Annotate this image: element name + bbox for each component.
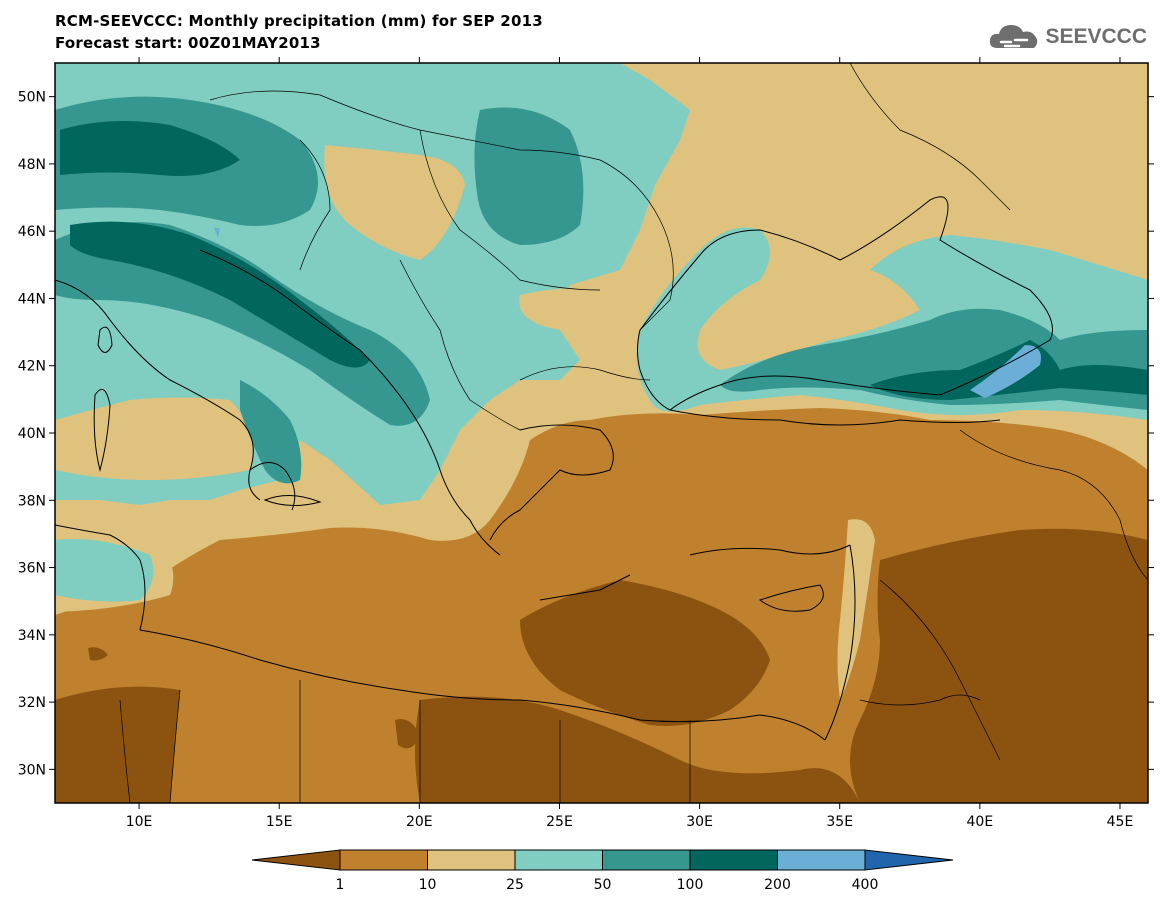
lon-tick-label: 45E bbox=[1107, 814, 1134, 830]
field-below-1-libya bbox=[395, 719, 420, 749]
lon-tick-label: 15E bbox=[266, 814, 293, 830]
lat-tick-label: 46N bbox=[18, 224, 46, 240]
longitude-axis: 10E 15E 20E 25E 30E 35E 40E 45E bbox=[126, 57, 1134, 830]
forecast-start-label: Forecast start: 00Z01MAY2013 bbox=[55, 34, 321, 52]
lat-tick-label: 42N bbox=[18, 359, 46, 375]
colorbar-segment bbox=[339, 849, 428, 871]
lat-tick-label: 48N bbox=[18, 157, 46, 173]
colorbar-segment bbox=[689, 849, 778, 871]
field-10-25-levant bbox=[837, 519, 875, 700]
colorbar-segment bbox=[427, 849, 516, 871]
field-below-1-egypt bbox=[520, 580, 770, 726]
lat-tick-label: 40N bbox=[18, 426, 46, 442]
field-200-400-alps bbox=[214, 228, 220, 238]
lat-tick-label: 38N bbox=[18, 493, 46, 509]
field-100-200-adriatic bbox=[70, 221, 370, 368]
lat-tick-label: 50N bbox=[18, 90, 46, 106]
colorbar-label: 25 bbox=[506, 877, 524, 893]
field-50-100-carpathians bbox=[474, 107, 584, 245]
colorbar-arrow-low bbox=[251, 849, 341, 871]
field-10-25-pannonia bbox=[324, 145, 465, 260]
lat-tick-label: 36N bbox=[18, 561, 46, 577]
logo-text: SEEVCCC bbox=[1045, 25, 1147, 48]
latitude-axis: 50N 48N 46N 44N 42N 40N 38N 36N 34N 32N 30N bbox=[18, 90, 1154, 778]
lat-tick-label: 32N bbox=[18, 695, 46, 711]
field-below-1-spot bbox=[88, 647, 108, 661]
precipitation-colorbar: 1 10 25 50 100 200 400 bbox=[251, 849, 954, 893]
lat-tick-label: 34N bbox=[18, 628, 46, 644]
colorbar-label: 100 bbox=[677, 877, 704, 893]
field-below-1-sahara bbox=[415, 696, 860, 803]
colorbar-segment bbox=[602, 849, 691, 871]
lon-tick-label: 25E bbox=[546, 814, 573, 830]
lat-tick-label: 30N bbox=[18, 762, 46, 778]
colorbar-segment bbox=[514, 849, 603, 871]
colorbar-label: 1 bbox=[336, 877, 345, 893]
colorbar-label: 200 bbox=[764, 877, 791, 893]
coastlines bbox=[55, 196, 1053, 741]
colorbar-arrow-high bbox=[864, 849, 954, 871]
lon-tick-label: 30E bbox=[686, 814, 713, 830]
map-title: RCM-SEEVCCC: Monthly precipitation (mm) … bbox=[55, 12, 543, 30]
field-10-25-romania bbox=[519, 288, 650, 332]
seevccc-logo: SEEVCCC bbox=[987, 20, 1147, 54]
lon-tick-label: 40E bbox=[967, 814, 994, 830]
field-below-1-north-africa bbox=[55, 686, 180, 803]
field-10-25-italy-west bbox=[55, 397, 253, 480]
colorbar-label: 50 bbox=[594, 877, 612, 893]
field-200-400-caucasus bbox=[970, 345, 1041, 398]
colorbar-label: 10 bbox=[419, 877, 437, 893]
lon-tick-label: 10E bbox=[126, 814, 153, 830]
lon-tick-label: 35E bbox=[826, 814, 853, 830]
field-50-100-calabria bbox=[240, 380, 302, 484]
lon-tick-label: 20E bbox=[406, 814, 433, 830]
field-50-100-dinaric bbox=[55, 222, 430, 426]
precipitation-fields bbox=[55, 63, 1148, 803]
colorbar-segment bbox=[777, 849, 866, 871]
colorbar-label: 400 bbox=[852, 877, 879, 893]
field-25-50-tunisia bbox=[55, 539, 154, 602]
lat-tick-label: 44N bbox=[18, 291, 46, 307]
field-100-200-alps bbox=[60, 121, 240, 176]
country-borders bbox=[119, 63, 1148, 803]
cloud-icon bbox=[990, 25, 1038, 48]
field-below-1-arabia bbox=[850, 528, 1148, 803]
